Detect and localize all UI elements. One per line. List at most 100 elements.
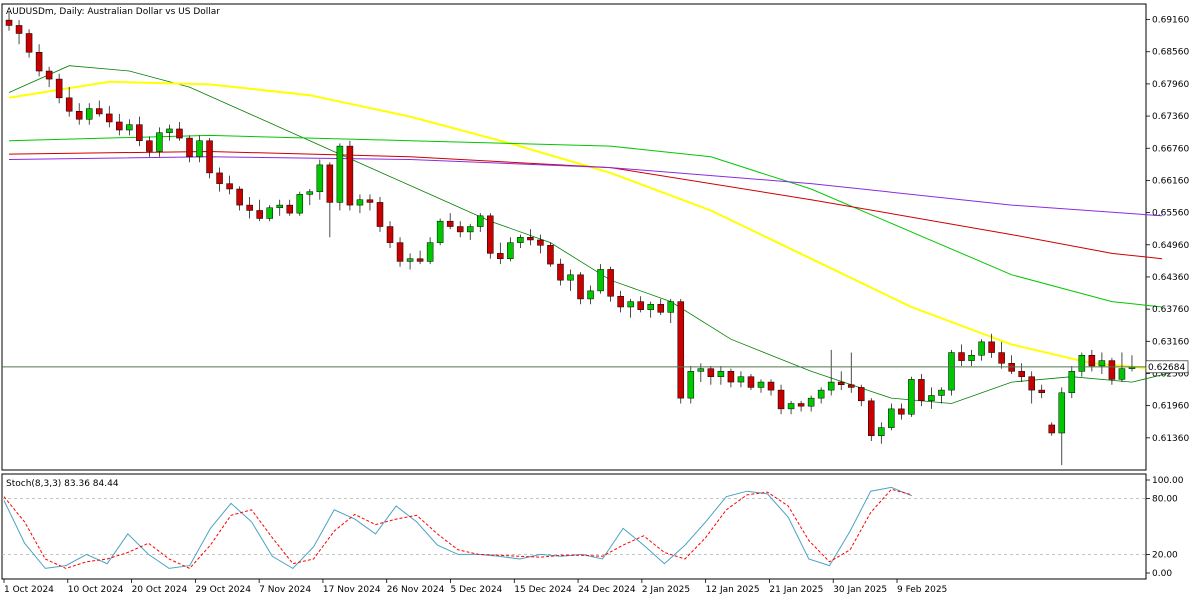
- candle-body: [75, 110, 83, 120]
- price-tick-label: 0.61360: [1152, 434, 1189, 444]
- candle-body: [126, 124, 133, 131]
- candle-body: [1098, 360, 1106, 367]
- candle-body: [567, 274, 574, 281]
- moving-average-line-2: [8, 134, 1163, 308]
- price-tick-label: 0.63160: [1152, 337, 1189, 347]
- candle-body: [356, 199, 364, 206]
- candle-body: [326, 164, 334, 203]
- candle-body: [266, 207, 273, 219]
- candle-body: [998, 352, 1005, 364]
- candle-body: [827, 381, 835, 391]
- candle-body: [687, 371, 695, 399]
- candle-body: [487, 215, 494, 254]
- candle-body: [517, 237, 524, 243]
- candle-body: [537, 239, 544, 246]
- price-tick-label: 0.65560: [1152, 209, 1189, 219]
- price-tick-label: 0.67360: [1152, 112, 1189, 122]
- candle-body: [527, 237, 534, 241]
- candle-body: [868, 400, 875, 436]
- stoch-tick-label: 20.00: [1152, 550, 1178, 560]
- candle-body: [376, 202, 384, 227]
- candle-body: [336, 145, 344, 203]
- candle-body: [577, 274, 584, 300]
- time-tick-label: 21 Jan 2025: [769, 585, 823, 595]
- stoch-title: Stoch(8,3,3) 83.36 84.44: [6, 479, 119, 489]
- stoch-axis: 100.00 80.00 20.00 0.00: [1146, 476, 1184, 579]
- candle-body: [65, 97, 73, 112]
- candle-body: [1038, 389, 1045, 394]
- current-price-tag-bg: [1145, 360, 1189, 374]
- candle-body: [497, 253, 504, 259]
- candle-body: [1078, 354, 1086, 372]
- candle-body: [286, 204, 294, 214]
- price-tick-label: 0.62560: [1152, 369, 1189, 379]
- candle-body: [747, 376, 755, 388]
- candle-body: [707, 368, 715, 377]
- candle-body: [476, 215, 484, 227]
- candle-body: [236, 188, 243, 206]
- candle-body: [767, 381, 775, 391]
- stoch-main-line: [3, 486, 913, 570]
- candle-body: [1058, 392, 1066, 434]
- candle-body: [95, 108, 103, 115]
- candle-body: [978, 341, 985, 356]
- candle-body: [85, 108, 93, 120]
- candle-body: [386, 226, 394, 243]
- candle-body: [667, 301, 675, 313]
- candle-body: [507, 242, 514, 259]
- time-tick-label: 15 Dec 2024: [514, 585, 572, 595]
- candle-body: [948, 352, 955, 391]
- candle-body: [45, 70, 53, 80]
- candle-body: [847, 384, 855, 388]
- candle-body: [346, 145, 354, 206]
- candle-body: [958, 352, 965, 361]
- candle-body: [25, 33, 33, 53]
- candle-body: [968, 354, 975, 361]
- time-tick-label: 1 Oct 2024: [4, 585, 54, 595]
- price-tick-label: 0.66760: [1152, 144, 1189, 154]
- candle-body: [136, 124, 143, 141]
- candle-body: [366, 199, 374, 203]
- candle-body: [416, 258, 424, 262]
- moving-average-line-0: [8, 65, 1173, 404]
- time-tick-label: 29 Oct 2024: [195, 585, 251, 595]
- time-tick-label: 24 Dec 2024: [578, 585, 636, 595]
- candle-body: [878, 427, 885, 436]
- candle-body: [1018, 371, 1025, 377]
- candle-body: [587, 290, 594, 300]
- candle-body: [787, 403, 795, 410]
- candle-body: [1108, 360, 1116, 380]
- candle-body: [406, 258, 414, 262]
- candle-body: [216, 172, 223, 184]
- time-tick-label: 10 Oct 2024: [68, 585, 124, 595]
- candle-body: [436, 220, 444, 243]
- candle-body: [55, 78, 63, 99]
- candle-body: [396, 242, 404, 262]
- candle-body: [456, 226, 464, 233]
- time-tick-label: 30 Jan 2025: [833, 585, 887, 595]
- candle-body: [908, 379, 915, 415]
- candle-body: [888, 408, 895, 428]
- candle-body: [316, 164, 324, 192]
- time-tick-label: 26 Nov 2024: [387, 585, 445, 595]
- candle-body: [446, 220, 454, 227]
- moving-average-line-3: [8, 150, 1163, 260]
- candle-body: [1028, 376, 1035, 391]
- candle-body: [837, 381, 845, 385]
- candle-body: [1048, 424, 1056, 434]
- candle-body: [797, 403, 805, 407]
- stoch-tick-label: 100.00: [1152, 476, 1184, 486]
- candle-body: [617, 296, 624, 308]
- time-tick-label: 17 Nov 2024: [323, 585, 381, 595]
- candle-body: [276, 204, 283, 209]
- candle-body: [677, 301, 685, 399]
- time-tick-label: 7 Nov 2024: [259, 585, 311, 595]
- candle-body: [928, 395, 935, 402]
- candle-body: [717, 371, 725, 377]
- price-axis: 0.69160 0.68560 0.67960 0.67360 0.66760 0.661…: [1146, 16, 1189, 444]
- moving-average-line-1: [8, 80, 1173, 372]
- candle-body: [627, 301, 634, 308]
- main-chart-frame: [1, 3, 1147, 471]
- candle-body: [988, 341, 995, 353]
